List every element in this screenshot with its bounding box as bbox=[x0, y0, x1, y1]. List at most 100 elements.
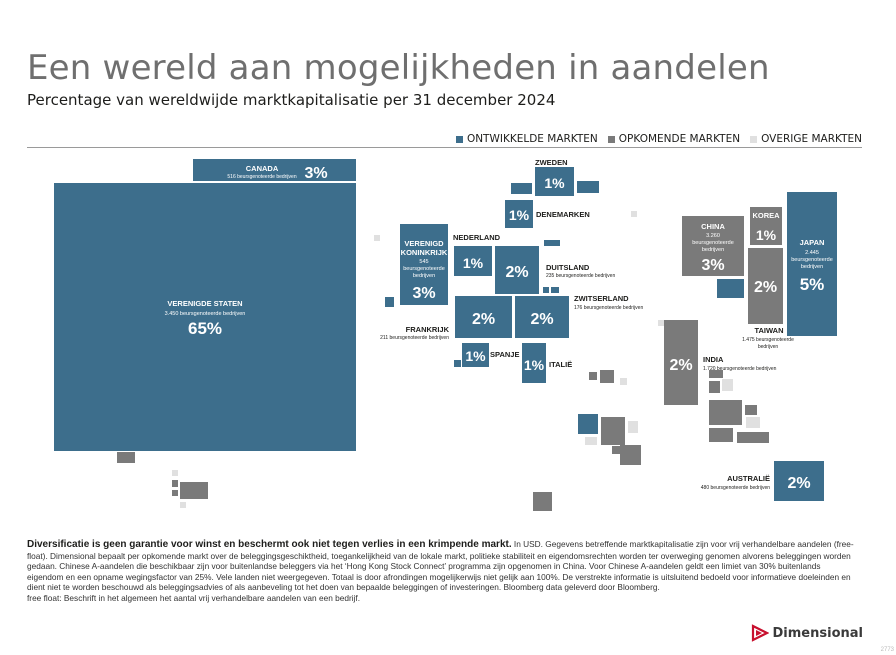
small-market-block-17 bbox=[620, 445, 641, 465]
logo-text: Dimensional bbox=[772, 625, 863, 641]
country-label-italie: ITALIË bbox=[549, 360, 572, 369]
header-divider bbox=[27, 147, 862, 148]
country-listed-taiwan: 1.475 beursgenoteerde bbox=[742, 337, 794, 343]
country-block-taiwan bbox=[748, 248, 783, 324]
country-block-spanje bbox=[462, 343, 489, 367]
small-block-hong-kong bbox=[717, 279, 744, 298]
country-pct-japan: 5% bbox=[800, 275, 825, 294]
country-pct-china: 3% bbox=[701, 257, 724, 274]
small-block-finland bbox=[577, 181, 599, 193]
small-market-block-26 bbox=[533, 492, 552, 511]
page-subtitle: Percentage van wereldwijde marktkapitali… bbox=[27, 91, 556, 109]
country-listed-china: beursgenoteerde bbox=[692, 240, 734, 246]
country-label-canada: CANADA bbox=[246, 164, 279, 173]
small-market-block-25 bbox=[737, 432, 769, 443]
country-pct-frankrijk: 2% bbox=[472, 311, 495, 328]
country-label-denemarken: DENEMARKEN bbox=[536, 210, 590, 219]
country-listed-china: 3.260 bbox=[706, 233, 720, 239]
small-market-block-19 bbox=[709, 381, 720, 393]
small-market-block-6 bbox=[180, 482, 208, 499]
country-listed-verenigd-koninkrijk: bedrijven bbox=[413, 273, 435, 279]
small-market-block-13 bbox=[601, 417, 625, 445]
country-pct-nederland: 1% bbox=[463, 255, 484, 271]
country-pct-zwitserland: 2% bbox=[530, 311, 553, 328]
country-pct-korea: 1% bbox=[756, 227, 777, 243]
country-label-zweden: ZWEDEN bbox=[535, 158, 568, 167]
dimensional-logo-icon bbox=[751, 624, 769, 642]
country-block-korea bbox=[750, 207, 782, 245]
country-pct-itali-: 1% bbox=[524, 357, 545, 373]
country-listed-canada: 516 beursgenoteerde bedrijven bbox=[227, 174, 296, 180]
small-market-block-18 bbox=[709, 370, 723, 378]
country-block-nederland bbox=[454, 246, 492, 276]
legend-label-emerging: OPKOMENDE MARKTEN bbox=[618, 133, 741, 145]
country-label-nederland: NEDERLAND bbox=[453, 233, 501, 242]
small-block-ireland bbox=[385, 297, 394, 307]
country-listed-duitsland: 235 beursgenoteerde bedrijven bbox=[546, 273, 615, 279]
country-listed-china: bedrijven bbox=[702, 247, 724, 253]
legend-emerging: OPKOMENDE MARKTEN bbox=[607, 133, 741, 145]
country-pct-verenigde-staten: 65% bbox=[188, 319, 222, 338]
country-block-canada bbox=[193, 159, 356, 181]
small-market-block-20 bbox=[722, 379, 733, 391]
legend: ONTWIKKELDE MARKTEN OPKOMENDE MARKTEN OV… bbox=[455, 133, 862, 145]
small-market-block-15 bbox=[585, 437, 597, 445]
country-label-taiwan: TAIWAN bbox=[754, 326, 783, 335]
small-market-block-4 bbox=[172, 470, 178, 476]
country-block-japan bbox=[787, 192, 837, 336]
country-pct-australi-: 2% bbox=[787, 475, 810, 492]
legend-label-other: OVERIGE MARKTEN bbox=[761, 133, 862, 145]
small-market-block-12 bbox=[578, 414, 598, 434]
small-market-block-1 bbox=[631, 211, 637, 217]
country-pct-taiwan: 2% bbox=[754, 279, 777, 296]
country-label-verenigde-staten: VERENIGDE STATEN bbox=[167, 299, 242, 308]
country-block-verenigde-staten bbox=[54, 183, 356, 451]
country-pct-india: 2% bbox=[669, 357, 692, 374]
country-pct-duitsland: 2% bbox=[505, 264, 528, 281]
country-block-duitsland bbox=[495, 246, 539, 294]
small-market-block-3 bbox=[117, 452, 135, 463]
country-pct-canada: 3% bbox=[304, 165, 327, 182]
small-block-portugal bbox=[454, 360, 461, 367]
country-block-china bbox=[682, 216, 744, 276]
small-market-block-9 bbox=[589, 372, 597, 380]
country-label-china: CHINA bbox=[701, 222, 725, 231]
legend-label-developed: ONTWIKKELDE MARKTEN bbox=[466, 133, 598, 145]
small-market-block-5 bbox=[172, 480, 178, 487]
small-market-block-11 bbox=[620, 378, 627, 385]
small-market-block-0 bbox=[374, 235, 380, 241]
country-label-india: INDIA bbox=[703, 355, 724, 364]
country-listed-india: 1.720 beursgenoteerde bedrijven bbox=[703, 366, 777, 372]
country-pct-verenigd-koninkrijk: 3% bbox=[412, 285, 435, 302]
small-market-block-10 bbox=[600, 370, 614, 383]
country-block-zwitserland bbox=[515, 296, 569, 338]
country-listed-taiwan-2: bedrijven bbox=[758, 344, 779, 350]
country-block-india bbox=[664, 320, 698, 405]
country-label-korea: KOREA bbox=[752, 211, 780, 220]
country-label-duitsland: DUITSLAND bbox=[546, 263, 590, 272]
country-block-australi- bbox=[774, 461, 824, 501]
country-listed-japan: beursgenoteerde bbox=[791, 257, 833, 263]
small-block-norway bbox=[511, 183, 532, 194]
country-label-australie: AUSTRALIË bbox=[727, 474, 770, 483]
footer-note: free float: Beschrift in het algemeen he… bbox=[27, 592, 361, 603]
footer-disclaimer: Diversificatie is geen garantie voor win… bbox=[27, 539, 859, 604]
page-title: Een wereld aan mogelijkheden in aandelen bbox=[27, 48, 770, 88]
country-label-verenigd-koninkrijk: VERENIGD bbox=[404, 239, 444, 248]
country-block-zweden bbox=[535, 167, 574, 196]
country-block-itali- bbox=[522, 343, 546, 383]
country-listed-frankrijk: 211 beursgenoteerde bedrijven bbox=[380, 335, 449, 341]
legend-swatch-developed bbox=[455, 135, 463, 143]
small-market-block-8 bbox=[180, 502, 186, 508]
small-market-block-23 bbox=[746, 417, 760, 428]
small-market-block-24 bbox=[709, 428, 733, 442]
country-label-verenigd-koninkrijk: KONINKRIJK bbox=[401, 248, 448, 257]
country-block-denemarken bbox=[505, 200, 533, 228]
country-listed-verenigde-staten: 3.450 beursgenoteerde bedrijven bbox=[165, 311, 246, 317]
country-pct-denemarken: 1% bbox=[509, 207, 530, 223]
footer-bold: Diversificatie is geen garantie voor win… bbox=[27, 539, 512, 550]
page-number: 2773 bbox=[880, 647, 894, 653]
country-block-frankrijk bbox=[455, 296, 512, 338]
country-label-zwitserland: ZWITSERLAND bbox=[574, 294, 629, 303]
small-market-block-21 bbox=[709, 400, 742, 425]
